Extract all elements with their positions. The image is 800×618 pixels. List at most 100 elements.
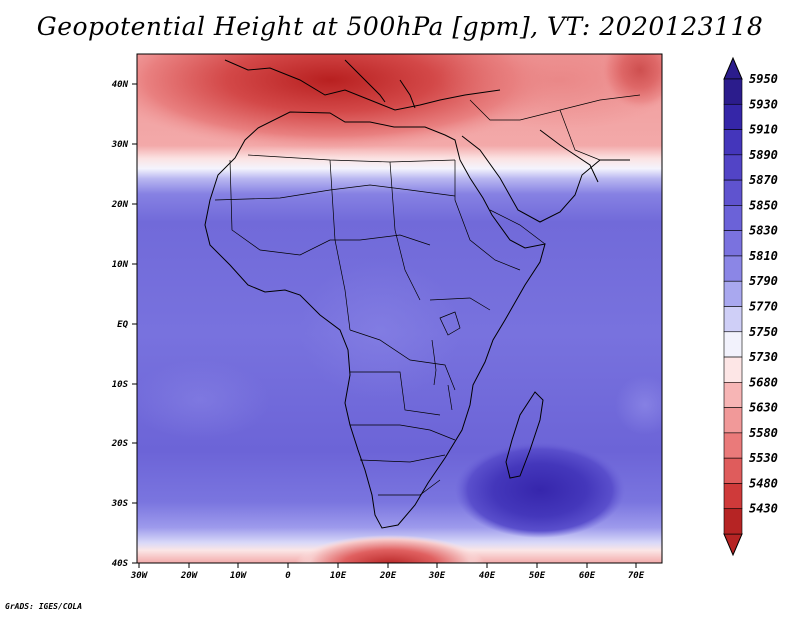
colorbar-cell <box>723 255 743 282</box>
colorbar-label: 5870 <box>749 173 778 187</box>
lon-label-70e: 70E <box>628 571 645 581</box>
lat-label-eq: EQ <box>117 320 128 330</box>
colorbar-label: 5630 <box>749 401 778 415</box>
southern-trough <box>295 535 485 563</box>
colorbar-cell <box>723 78 743 105</box>
colorbar-cell <box>723 331 743 358</box>
border-iran <box>559 109 601 161</box>
lat-label-10s: 10S <box>112 380 129 390</box>
persian-gulf-coast <box>539 129 599 183</box>
border-west-africa <box>229 159 431 256</box>
europe-coast <box>224 59 501 111</box>
colorbar-cell <box>723 103 743 130</box>
lake-victoria <box>439 311 461 336</box>
border-angola <box>350 371 441 416</box>
colorbar-label: 5730 <box>749 350 778 364</box>
colorbar-cell <box>723 306 743 333</box>
border-sahara-north <box>247 154 456 163</box>
colorbar-cell <box>723 356 743 383</box>
colorbar-labels: 5950 5930 5910 5890 5870 5850 5830 5810 5790 5770… <box>749 72 778 516</box>
colorbar-label: 5810 <box>749 249 778 263</box>
colorbar-cell <box>723 483 743 510</box>
lat-label-40s: 40S <box>112 559 129 569</box>
colorbar-label: 5580 <box>749 426 778 440</box>
colorbar-bottom-arrow <box>723 533 743 557</box>
colorbar-cell <box>723 205 743 231</box>
colorbar-cell <box>723 432 743 459</box>
lon-label-50e: 50E <box>529 571 546 581</box>
border-south-2 <box>359 454 446 463</box>
lon-label-30w: 30W <box>130 571 149 581</box>
colorbar-cell <box>723 129 743 156</box>
lon-label-30e: 30E <box>428 571 446 581</box>
atlantic-pale <box>137 360 270 440</box>
border-east-1 <box>454 160 521 271</box>
height-field <box>137 54 662 563</box>
africa-coastline <box>204 111 546 529</box>
lon-label-10w: 10W <box>230 571 248 581</box>
lat-label-10n: 10N <box>112 260 129 270</box>
lat-labels: 40N 30N 20N 10N EQ 10S 20S 30S 40S <box>111 80 129 569</box>
colorbar-label: 5750 <box>749 325 778 339</box>
colorbar-cell <box>723 457 743 484</box>
colorbar-cell <box>723 508 743 535</box>
lon-label-20w: 20W <box>180 571 199 581</box>
colorbar: 5950 5930 5910 5890 5870 5850 5830 5810 5790 5770… <box>723 56 778 557</box>
colorbar-label: 5530 <box>749 451 778 465</box>
colorbar-label: 5850 <box>749 198 778 212</box>
colorbar-cell <box>723 230 743 257</box>
lon-label-0: 0 <box>285 571 291 581</box>
lake-malawi <box>447 384 453 411</box>
colorbar-label: 5950 <box>749 72 778 86</box>
colorbar-cell <box>723 179 743 206</box>
colorbar-label: 5790 <box>749 274 778 288</box>
colorbar-label: 5430 <box>749 502 778 516</box>
lon-label-10e: 10E <box>330 571 347 581</box>
italy-coast <box>344 59 386 103</box>
lon-label-20e: 20E <box>379 571 397 581</box>
greece-coast <box>399 79 416 109</box>
border-congo <box>349 329 456 391</box>
colorbar-cell <box>723 154 743 181</box>
map-title: Geopotential Height at 500hPa [gpm], VT:… <box>36 12 764 41</box>
colorbar-label: 5930 <box>749 97 778 111</box>
border-east-2 <box>429 297 491 311</box>
colorbar-label: 5890 <box>749 148 778 162</box>
northeast-low <box>600 54 662 110</box>
border-horn <box>489 209 546 245</box>
lat-axis <box>132 83 137 564</box>
border-central-1 <box>329 159 351 331</box>
colorbar-label: 5480 <box>749 476 778 490</box>
lat-label-30n: 30N <box>111 140 129 150</box>
grads-credit: GrADS: IGES/COLA <box>5 602 83 611</box>
lat-label-30s: 30S <box>111 499 129 509</box>
country-borders <box>214 94 641 496</box>
colorbar-top-arrow <box>723 56 743 80</box>
colorbar-label: 5910 <box>749 123 778 137</box>
colorbar-cell <box>723 280 743 307</box>
colorbar-label: 5830 <box>749 224 778 238</box>
colorbar-label: 5680 <box>749 375 778 389</box>
border-central-2 <box>389 161 421 301</box>
border-south-3 <box>378 479 441 496</box>
southern-high-center <box>455 442 625 538</box>
colorbar-cell <box>723 407 743 434</box>
central-africa-pale <box>300 260 460 400</box>
border-sahel <box>214 184 456 201</box>
lon-label-40e: 40E <box>479 571 496 581</box>
lon-label-60e: 60E <box>579 571 596 581</box>
colorbar-cells <box>723 78 743 535</box>
lat-label-20s: 20S <box>111 439 129 449</box>
madagascar-coastline <box>505 391 544 479</box>
indian-ocean-pale <box>615 375 662 435</box>
lon-labels: 30W 20W 10W 0 10E 20E 30E 40E 50E 60E 70… <box>130 571 645 581</box>
coastlines <box>204 59 630 529</box>
lat-label-20n: 20N <box>111 200 129 210</box>
lat-label-40n: 40N <box>112 80 129 90</box>
lake-tanganyika <box>431 339 437 386</box>
colorbar-cell <box>723 382 743 408</box>
colorbar-label: 5770 <box>749 300 778 314</box>
border-south-1 <box>350 424 456 441</box>
lon-axis <box>138 563 637 568</box>
